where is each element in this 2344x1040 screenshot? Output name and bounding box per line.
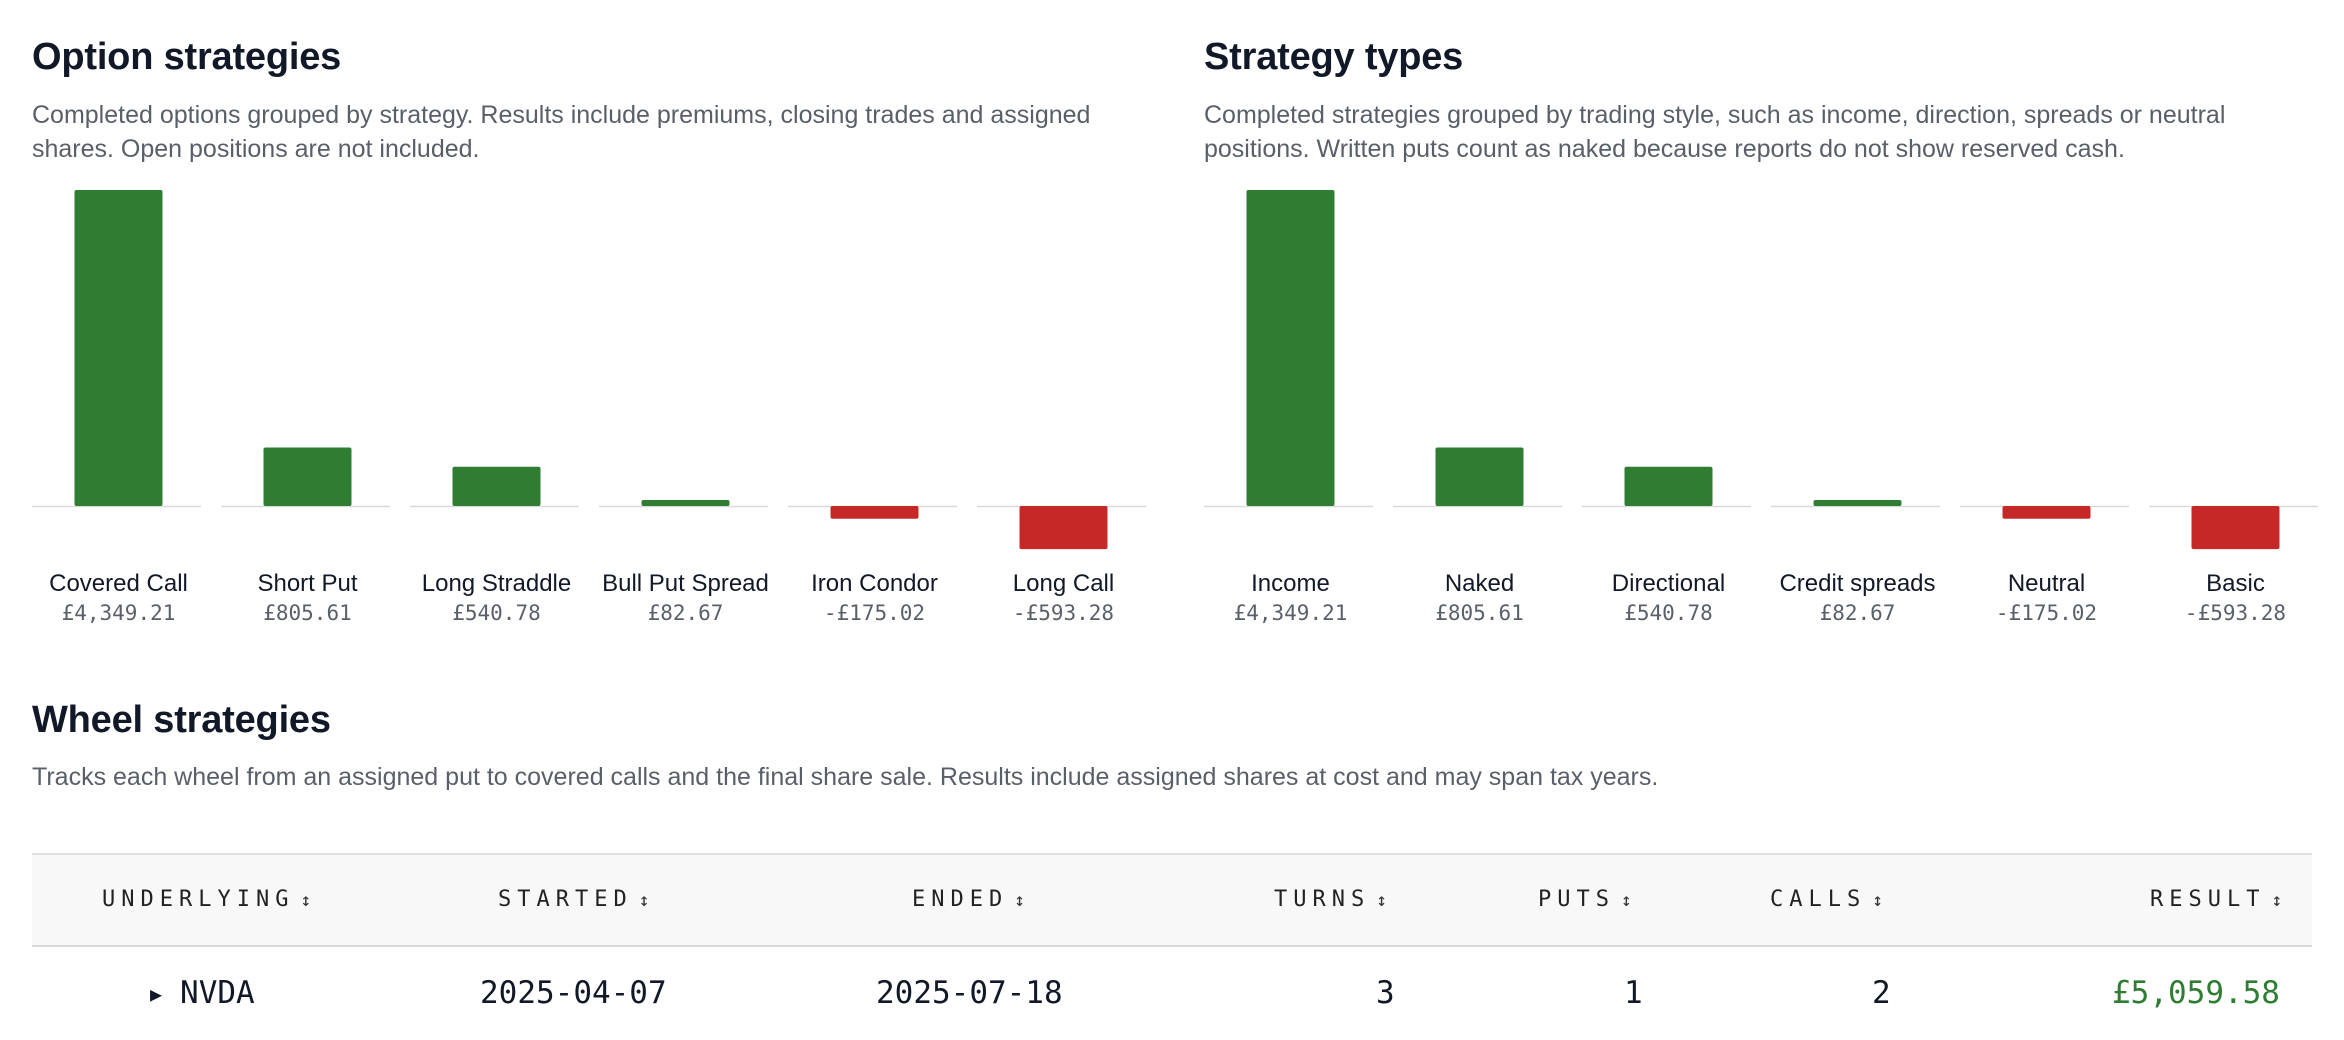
- option-strategies-title: Option strategies: [32, 36, 342, 78]
- column-label: STARTED: [498, 887, 633, 912]
- bar-credit-spreads[interactable]: [1813, 499, 1902, 506]
- column-header-ended[interactable]: ENDED ↕: [912, 855, 1025, 945]
- category-label: Long Straddle: [422, 570, 571, 597]
- column-label: ENDED: [912, 887, 1009, 912]
- strategy-types-title: Strategy types: [1204, 36, 1464, 78]
- cell-turns: 3: [1376, 975, 1395, 1011]
- underlying-value: NVDA: [180, 975, 255, 1011]
- sort-icon: ↕: [2271, 890, 2283, 911]
- cell-result: £5,059.58: [2112, 975, 2280, 1011]
- bar-covered-call[interactable]: [74, 190, 163, 506]
- cell-started: 2025-04-07: [480, 975, 667, 1011]
- column-header-underlying[interactable]: UNDERLYING ↕: [102, 855, 311, 945]
- sort-icon: ↕: [1872, 890, 1884, 911]
- category-label: Basic: [2206, 570, 2265, 597]
- sort-icon: ↕: [638, 890, 650, 911]
- value-label: -£593.28: [2185, 601, 2286, 625]
- wheel-strategies-title: Wheel strategies: [32, 699, 331, 741]
- bar-income[interactable]: [1246, 190, 1335, 506]
- wheel-strategies-description: Tracks each wheel from an assigned put t…: [32, 763, 1659, 791]
- value-label: £4,349.21: [1234, 601, 1348, 625]
- category-label: Long Call: [1013, 570, 1114, 597]
- bar-directional[interactable]: [1624, 466, 1713, 506]
- option-strategies-description: Completed options grouped by strategy. R…: [32, 101, 1091, 163]
- category-label: Covered Call: [49, 570, 188, 597]
- sort-icon: ↕: [1620, 890, 1632, 911]
- sort-icon: ↕: [1014, 890, 1026, 911]
- bar-bull-put-spread[interactable]: [641, 499, 730, 506]
- category-label: Naked: [1445, 570, 1514, 597]
- category-label: Directional: [1612, 570, 1725, 597]
- column-label: RESULT: [2150, 887, 2266, 912]
- cell-puts: 1: [1624, 975, 1643, 1011]
- strategy-types-description: Completed strategies grouped by trading …: [1204, 101, 2226, 163]
- category-label: Short Put: [257, 570, 357, 597]
- bar-short-put[interactable]: [263, 447, 352, 506]
- value-label: £805.61: [1435, 601, 1524, 625]
- bar-neutral[interactable]: [2002, 506, 2091, 519]
- sort-icon: ↕: [1376, 890, 1388, 911]
- cell-ended: 2025-07-18: [876, 975, 1063, 1011]
- strategy-types-chart: Income £4,349.21 Naked £805.61 Directional £5…: [1204, 190, 2318, 625]
- column-label: CALLS: [1770, 887, 1867, 912]
- column-label: UNDERLYING: [102, 887, 295, 912]
- table-header: UNDERLYING ↕ STARTED ↕ ENDED ↕ TURNS ↕ PUTS ↕…: [32, 853, 2312, 947]
- table-row[interactable]: ▶ NVDA 2025-04-07 2025-07-18 3 1 2 £5,059…: [32, 947, 2312, 1039]
- column-header-calls[interactable]: CALLS ↕: [1770, 855, 1883, 945]
- value-label: £82.67: [648, 601, 724, 625]
- value-label: £540.78: [452, 601, 541, 625]
- column-label: PUTS: [1538, 887, 1615, 912]
- column-label: TURNS: [1274, 887, 1371, 912]
- sort-icon: ↕: [300, 890, 312, 911]
- cell-underlying: ▶ NVDA: [150, 947, 255, 1039]
- wheel-strategies-table: UNDERLYING ↕ STARTED ↕ ENDED ↕ TURNS ↕ PUTS ↕…: [32, 853, 2312, 1039]
- option-strategies-chart: Covered Call £4,349.21 Short Put £805.61 Lon…: [32, 190, 1146, 625]
- category-label: Neutral: [2008, 570, 2085, 597]
- bar-basic[interactable]: [2191, 506, 2280, 550]
- bar-long-call[interactable]: [1019, 506, 1108, 550]
- category-label: Credit spreads: [1779, 570, 1935, 597]
- value-label: £82.67: [1820, 601, 1896, 625]
- bar-long-straddle[interactable]: [452, 466, 541, 506]
- value-label: £4,349.21: [62, 601, 176, 625]
- value-label: -£175.02: [1996, 601, 2097, 625]
- column-header-puts[interactable]: PUTS ↕: [1538, 855, 1632, 945]
- value-label: £540.78: [1624, 601, 1713, 625]
- category-label: Iron Condor: [811, 570, 938, 597]
- category-label: Income: [1251, 570, 1330, 597]
- cell-calls: 2: [1872, 975, 1891, 1011]
- bar-naked[interactable]: [1435, 447, 1524, 506]
- value-label: -£593.28: [1013, 601, 1114, 625]
- value-label: £805.61: [263, 601, 352, 625]
- value-label: -£175.02: [824, 601, 925, 625]
- column-header-result[interactable]: RESULT ↕: [2150, 855, 2282, 945]
- column-header-started[interactable]: STARTED ↕: [498, 855, 650, 945]
- bar-iron-condor[interactable]: [830, 506, 919, 519]
- expand-row-icon[interactable]: ▶: [150, 982, 163, 1006]
- category-label: Bull Put Spread: [602, 570, 769, 597]
- column-header-turns[interactable]: TURNS ↕: [1274, 855, 1387, 945]
